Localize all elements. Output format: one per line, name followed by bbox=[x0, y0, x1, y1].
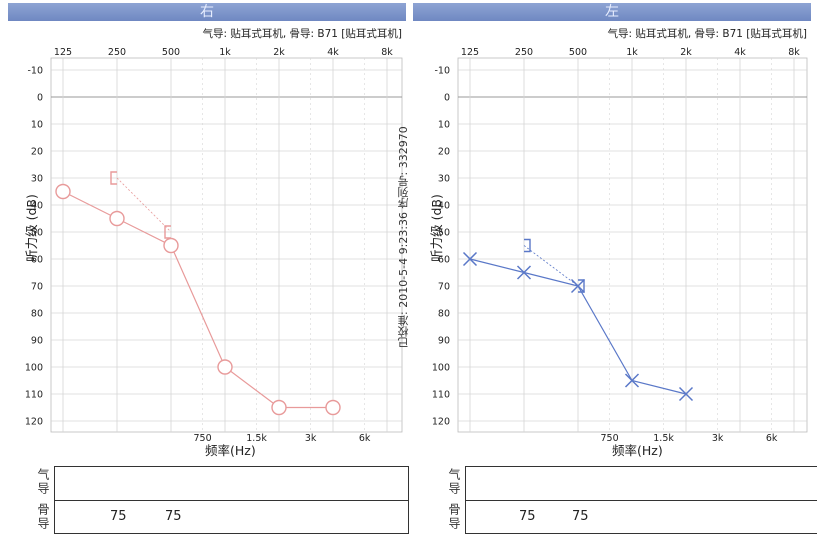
y-tick-label: -10 bbox=[27, 66, 43, 77]
data-point-circle bbox=[109, 210, 125, 227]
bone-conduction-line bbox=[116, 177, 172, 233]
x-axis-title: 频率(Hz) bbox=[205, 443, 256, 458]
air-conduction-row bbox=[466, 467, 817, 501]
x-tick-label-top: 4k bbox=[327, 47, 339, 58]
x-tick-label-bottom: 1.5k bbox=[246, 433, 267, 444]
y-tick-label: 60 bbox=[438, 255, 450, 266]
bone-value-2: 75 bbox=[572, 509, 589, 524]
y-tick-label: 50 bbox=[438, 228, 450, 239]
x-tick-label-top: 4k bbox=[734, 47, 746, 58]
device-info-right: 气导: 贴耳式耳机, 骨导: B71 [贴耳式耳机] bbox=[202, 28, 402, 40]
x-tick-label-top: 500 bbox=[162, 47, 180, 58]
y-tick-label: 120 bbox=[25, 417, 43, 428]
results-table-right: 75 75 气导 骨导 bbox=[36, 466, 409, 535]
bone-conduction-label: 骨导 bbox=[36, 503, 50, 531]
y-tick-label: 110 bbox=[25, 390, 43, 401]
y-axis-title: 听力级 (dB) bbox=[24, 194, 39, 262]
panel-header-left: 左 bbox=[413, 3, 811, 21]
y-tick-label: 20 bbox=[438, 147, 450, 158]
y-tick-label: 70 bbox=[438, 282, 450, 293]
y-tick-label: 90 bbox=[31, 336, 43, 347]
y-tick-label: 60 bbox=[31, 255, 43, 266]
y-tick-label: 20 bbox=[31, 147, 43, 158]
data-point-cross bbox=[462, 251, 478, 267]
y-tick-label: 10 bbox=[31, 120, 43, 131]
x-tick-label-top: 1k bbox=[219, 47, 231, 58]
device-info-left: 气导: 贴耳式耳机, 骨导: B71 [贴耳式耳机] bbox=[607, 28, 807, 40]
data-point-bracket bbox=[578, 279, 585, 293]
left-ear-panel: 左 气导: 贴耳式耳机, 骨导: B71 [贴耳式耳机] -10 0 10 20 30 4… bbox=[413, 0, 817, 536]
x-tick-label-bottom: 6k bbox=[359, 433, 371, 444]
y-tick-label: 70 bbox=[31, 282, 43, 293]
y-axis-title: 听力级 (dB) bbox=[429, 194, 444, 262]
y-tick-label: 0 bbox=[444, 93, 450, 104]
y-tick-label: 100 bbox=[432, 363, 450, 374]
y-tick-label: 50 bbox=[31, 228, 43, 239]
x-axis-title: 频率(Hz) bbox=[612, 443, 663, 458]
air-conduction-row bbox=[55, 467, 408, 501]
audiogram-chart-left: -10 0 10 20 30 40 50 60 70 80 90 100 110 120 125 250 500… bbox=[429, 47, 808, 458]
y-tick-label: 10 bbox=[438, 120, 450, 131]
y-tick-label: 80 bbox=[438, 309, 450, 320]
x-tick-label-bottom: 750 bbox=[601, 433, 619, 444]
air-conduction-label: 气导 bbox=[447, 468, 461, 496]
y-tick-label: 80 bbox=[31, 309, 43, 320]
air-conduction-label: 气导 bbox=[36, 468, 50, 496]
x-tick-label-top: 250 bbox=[515, 47, 533, 58]
y-tick-label: 30 bbox=[31, 174, 43, 185]
x-tick-label-top: 8k bbox=[381, 47, 393, 58]
x-tick-label-bottom: 3k bbox=[305, 433, 317, 444]
data-point-circle bbox=[217, 359, 233, 375]
x-tick-label-top: 125 bbox=[461, 47, 479, 58]
x-tick-label-top: 500 bbox=[569, 47, 587, 58]
x-tick-label-top: 250 bbox=[108, 47, 126, 58]
data-point-circle bbox=[325, 399, 341, 416]
plot-frame bbox=[457, 57, 808, 433]
bone-conduction-row: 75 75 bbox=[466, 501, 817, 535]
data-point-cross bbox=[570, 278, 586, 294]
x-tick-label-top: 8k bbox=[788, 47, 800, 58]
data-point-circle bbox=[271, 399, 287, 416]
x-tick-label-top: 2k bbox=[273, 47, 285, 58]
y-tick-label: 40 bbox=[31, 201, 43, 212]
bone-conduction-row: 75 75 bbox=[55, 501, 408, 535]
data-point-cross bbox=[516, 265, 532, 280]
data-point-circle bbox=[163, 237, 179, 254]
data-point-cross bbox=[624, 373, 640, 388]
y-tick-label: 120 bbox=[432, 417, 450, 428]
bone-value-1: 75 bbox=[519, 509, 536, 524]
x-tick-label-top: 1k bbox=[626, 47, 638, 58]
data-point-bracket bbox=[164, 225, 171, 239]
x-tick-label-bottom: 750 bbox=[194, 433, 212, 444]
audiogram-chart-right: -10 0 10 20 30 40 50 60 70 80 90 100 110 120 125 250 500… bbox=[24, 47, 403, 458]
right-ear-panel: 右 气导: 贴耳式耳机, 骨导: B71 [贴耳式耳机] -10 0 10 20 30 4… bbox=[8, 0, 409, 536]
data-point-circle bbox=[55, 183, 71, 200]
y-tick-label: 40 bbox=[438, 201, 450, 212]
bone-value-1: 75 bbox=[110, 509, 127, 524]
bone-conduction-label: 骨导 bbox=[447, 503, 461, 531]
panel-header-right: 右 bbox=[8, 3, 406, 21]
x-tick-label-top: 2k bbox=[680, 47, 692, 58]
y-tick-label: 0 bbox=[37, 93, 43, 104]
x-tick-label-bottom: 1.5k bbox=[653, 433, 674, 444]
data-point-bracket bbox=[524, 238, 531, 253]
y-tick-label: 90 bbox=[438, 336, 450, 347]
data-point-cross bbox=[678, 386, 694, 402]
x-tick-label-top: 125 bbox=[54, 47, 72, 58]
air-conduction-line bbox=[62, 190, 333, 409]
bone-value-2: 75 bbox=[165, 509, 182, 524]
x-tick-label-bottom: 3k bbox=[712, 433, 724, 444]
x-tick-label-bottom: 6k bbox=[766, 433, 778, 444]
y-tick-label: -10 bbox=[434, 66, 450, 77]
results-table-left: 75 75 气导 骨导 bbox=[447, 466, 817, 535]
data-point-bracket bbox=[110, 171, 117, 185]
bone-conduction-line bbox=[523, 245, 579, 287]
y-tick-label: 100 bbox=[25, 363, 43, 374]
plot-frame bbox=[50, 57, 403, 433]
y-tick-label: 30 bbox=[438, 174, 450, 185]
calibration-note: 已校准: 2010-5-4 9:23:36 序列号: 332970 bbox=[397, 126, 410, 348]
y-tick-label: 110 bbox=[432, 390, 450, 401]
